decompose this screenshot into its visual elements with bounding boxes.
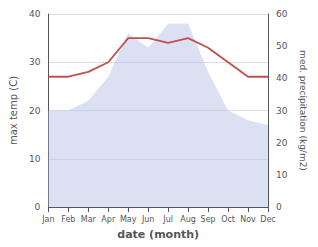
svg-text:0: 0 xyxy=(35,202,41,212)
svg-text:Mar: Mar xyxy=(81,215,97,224)
svg-text:0: 0 xyxy=(276,202,282,212)
svg-text:10: 10 xyxy=(29,154,41,164)
svg-text:20: 20 xyxy=(276,138,288,148)
svg-text:date (month): date (month) xyxy=(117,228,199,241)
svg-text:50: 50 xyxy=(276,41,288,51)
svg-text:10: 10 xyxy=(276,170,288,180)
svg-text:60: 60 xyxy=(276,9,288,19)
svg-text:40: 40 xyxy=(276,73,288,83)
svg-text:Apr: Apr xyxy=(101,215,116,224)
svg-text:Oct: Oct xyxy=(221,215,235,224)
svg-text:Jun: Jun xyxy=(141,215,155,224)
svg-text:max temp (C): max temp (C) xyxy=(8,76,19,145)
svg-text:30: 30 xyxy=(276,106,288,116)
svg-text:Sep: Sep xyxy=(201,215,216,224)
svg-text:med. precipitation (kg/m2): med. precipitation (kg/m2) xyxy=(298,50,308,171)
svg-text:Nov: Nov xyxy=(240,215,256,224)
svg-text:Jul: Jul xyxy=(162,215,173,224)
svg-text:May: May xyxy=(120,215,137,224)
svg-text:Aug: Aug xyxy=(180,215,196,224)
svg-text:Jan: Jan xyxy=(41,215,54,224)
svg-text:20: 20 xyxy=(29,106,41,116)
svg-text:40: 40 xyxy=(29,9,41,19)
svg-text:30: 30 xyxy=(29,57,41,67)
svg-text:Feb: Feb xyxy=(61,215,75,224)
svg-text:Dec: Dec xyxy=(260,215,275,224)
